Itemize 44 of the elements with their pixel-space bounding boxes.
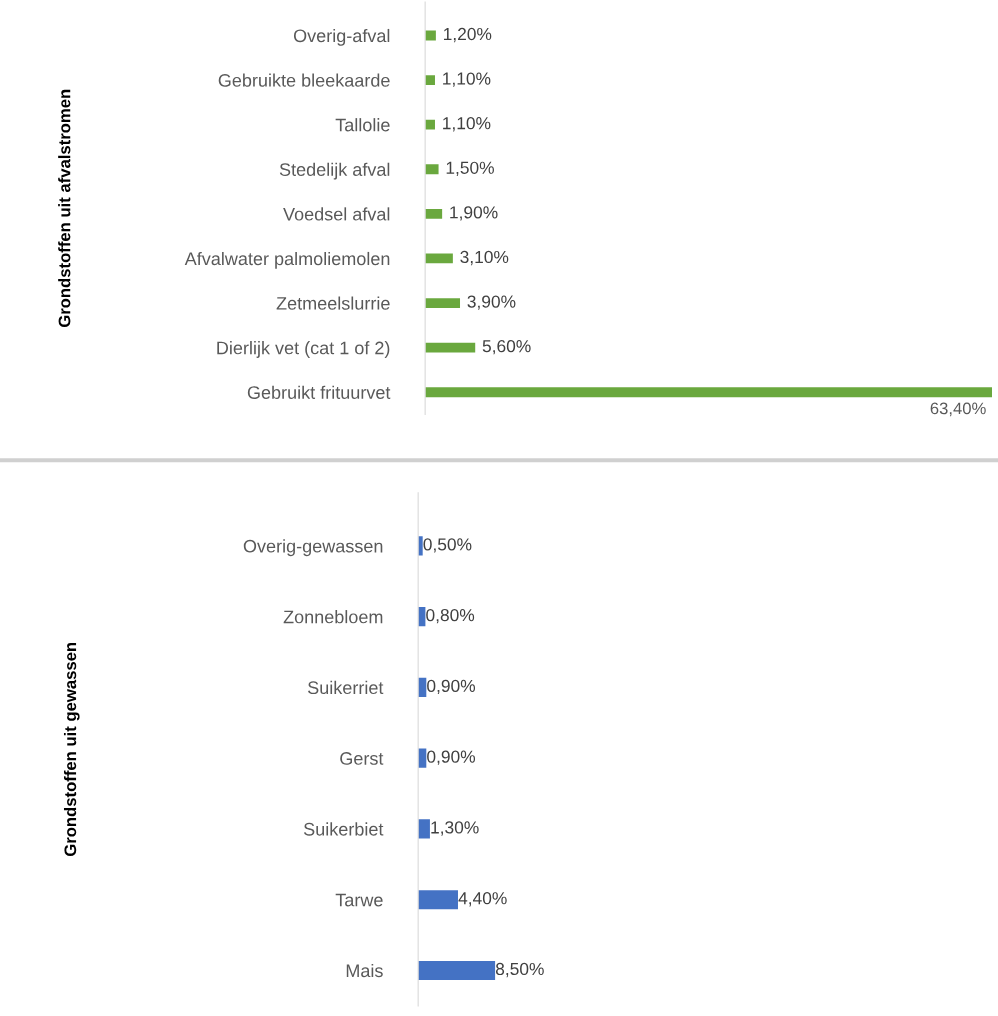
y-tick-label: Dierlijk vet (cat 1 of 2): [217, 341, 390, 358]
bar: [425, 119, 435, 130]
y-axis-title: Grondstoffen uit afvalstromen: [58, 89, 71, 328]
y-axis-title: Grondstoffen uit gewassen: [63, 642, 80, 857]
data-label: 8,50%: [495, 962, 544, 978]
y-tick-label: Zetmeelslurrie: [276, 296, 390, 310]
data-label: 1,50%: [446, 161, 494, 176]
data-label: 3,90%: [467, 295, 516, 310]
y-tick-label: Suikerriet: [308, 680, 384, 695]
data-label: 0,90%: [427, 679, 476, 695]
y-tick-label: Voedsel afval: [283, 207, 390, 221]
y-tick-label: Afvalwater palmoliemolen: [184, 251, 390, 269]
data-label: 0,90%: [427, 750, 476, 765]
bar: [425, 164, 439, 175]
y-tick-label: Mais: [346, 963, 383, 978]
bar: [425, 342, 476, 353]
y-tick-label: Tarwe: [335, 893, 383, 907]
bar: [418, 819, 430, 839]
y-tick-label: Overig-afval: [293, 28, 390, 46]
y-tick-label: Suikerbiet: [303, 822, 384, 836]
y-tick-label: Stedelijk afval: [279, 162, 390, 180]
data-label: 63,40%: [930, 402, 986, 417]
bar: [425, 75, 435, 85]
y-tick-label: Gebruikte bleekaarde: [218, 73, 390, 87]
bar: [425, 298, 461, 308]
data-label: 1,30%: [431, 821, 479, 836]
data-label: 4,40%: [458, 892, 507, 907]
data-label: 5,60%: [482, 340, 531, 355]
data-label: 1,90%: [450, 206, 498, 221]
bar: [418, 960, 496, 981]
data-label: 0,80%: [426, 608, 475, 624]
data-label: 1,10%: [443, 72, 491, 87]
data-label: 1,10%: [443, 117, 491, 132]
bar: [418, 890, 458, 910]
y-tick-label: Gebruikt frituurvet: [247, 385, 391, 399]
data-label: 1,20%: [444, 27, 492, 43]
bar: [425, 208, 443, 219]
data-label: 3,10%: [460, 250, 509, 266]
y-tick-label: Gerst: [340, 752, 384, 765]
y-tick-label: Overig-gewassen: [243, 539, 383, 557]
y-tick-label: Tallolie: [335, 118, 390, 132]
y-tick-label: Zonnebloem: [283, 610, 383, 624]
bar: [425, 387, 993, 398]
data-label: 0,50%: [423, 538, 472, 553]
